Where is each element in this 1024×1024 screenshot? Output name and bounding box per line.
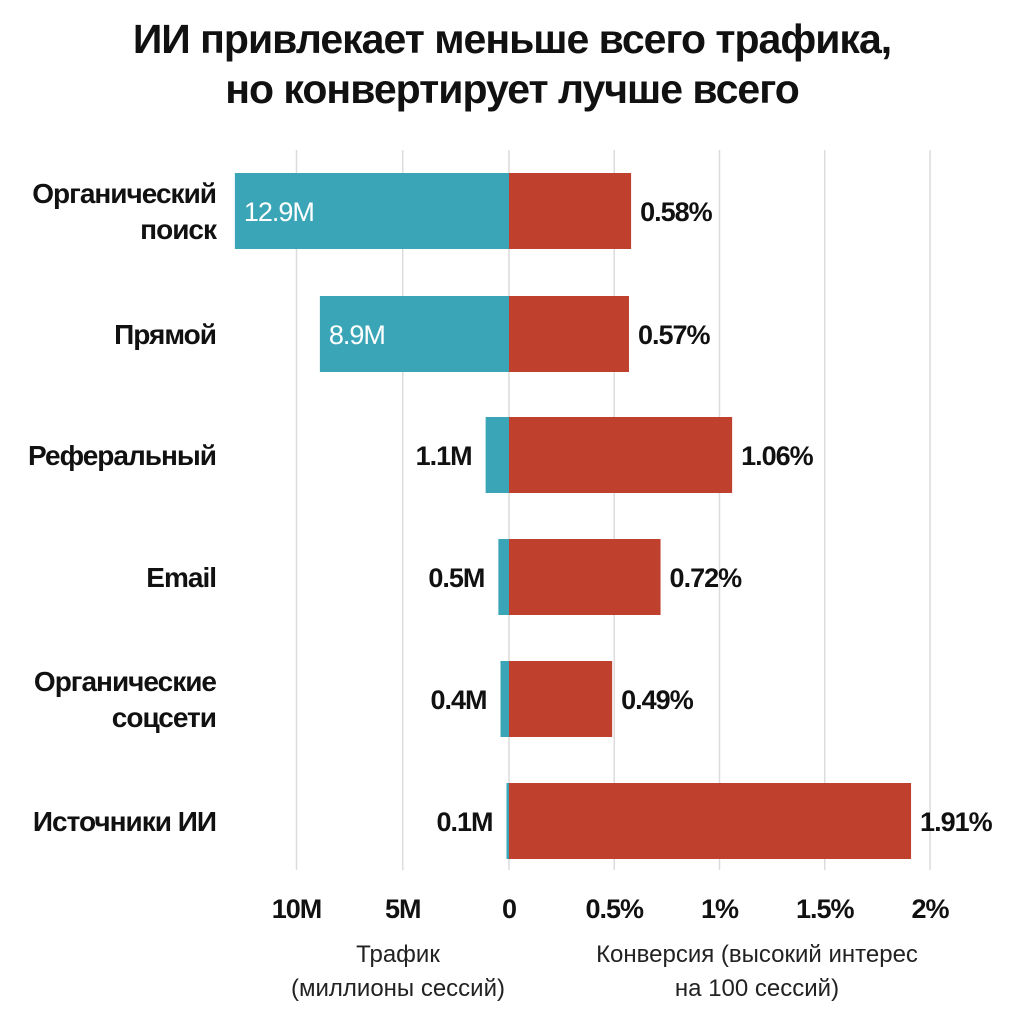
conversion-axis-title-line-1: на 100 сессий): [675, 975, 839, 1002]
conversion-label-1: 0.57%: [638, 320, 711, 350]
chart-title-line-1: ИИ привлекает меньше всего трафика,: [132, 16, 892, 62]
traffic-tick-label-1: 5M: [385, 894, 421, 924]
chart-title: ИИ привлекает меньше всего трафика, но к…: [0, 14, 1024, 114]
traffic-axis-title-line-1: (миллионы сессий): [291, 975, 505, 1002]
conversion-label-4: 0.49%: [621, 685, 694, 715]
category-label-5: Источники ИИ: [33, 806, 216, 837]
chart-title-line-2: но конвертирует лучше всего: [225, 66, 800, 112]
traffic-label-2: 1.1M: [416, 441, 472, 471]
traffic-label-5: 0.1M: [436, 807, 492, 837]
category-label-3: Email: [146, 562, 216, 593]
conversion-label-5: 1.91%: [920, 807, 993, 837]
conversion-label-0: 0.58%: [640, 197, 713, 227]
traffic-tick-label-2: 0: [502, 894, 516, 924]
conversion-tick-label-0: 0.5%: [585, 894, 644, 924]
traffic-bar-3: [498, 539, 509, 615]
traffic-bar-0: [234, 173, 509, 249]
category-label-4-line-0: Органические: [34, 666, 217, 697]
category-label-0-line-1: поиск: [140, 214, 218, 245]
category-label-1: Прямой: [114, 319, 216, 350]
conversion-bar-1: [509, 296, 629, 372]
traffic-bar-1: [319, 296, 509, 372]
traffic-bar-2: [485, 417, 509, 493]
traffic-label-0: 12.9M: [244, 197, 314, 227]
conversion-axis-title-line-0: Конверсия (высокий интерес: [596, 941, 918, 968]
traffic-label-3: 0.5M: [428, 563, 484, 593]
conversion-label-2: 1.06%: [741, 441, 814, 471]
traffic-bar-5: [506, 783, 509, 859]
traffic-label-4: 0.4M: [430, 685, 486, 715]
conversion-bar-5: [509, 783, 912, 859]
conversion-tick-label-3: 2%: [911, 894, 949, 924]
conversion-bar-0: [509, 173, 632, 249]
conversion-bar-2: [509, 417, 733, 493]
traffic-axis-title-line-0: Трафик: [356, 941, 440, 968]
conversion-bar-4: [509, 661, 613, 737]
conversion-tick-label-1: 1%: [701, 894, 739, 924]
category-label-0-line-0: Органический: [32, 178, 216, 209]
traffic-label-1: 8.9M: [329, 320, 385, 350]
category-label-2: Реферальный: [28, 440, 216, 471]
traffic-bar-4: [500, 661, 509, 737]
conversion-tick-label-2: 1.5%: [796, 894, 855, 924]
conversion-bar-3: [509, 539, 661, 615]
category-label-4-line-1: соцсети: [112, 702, 216, 733]
conversion-label-3: 0.72%: [670, 563, 743, 593]
traffic-tick-label-0: 10M: [272, 894, 322, 924]
